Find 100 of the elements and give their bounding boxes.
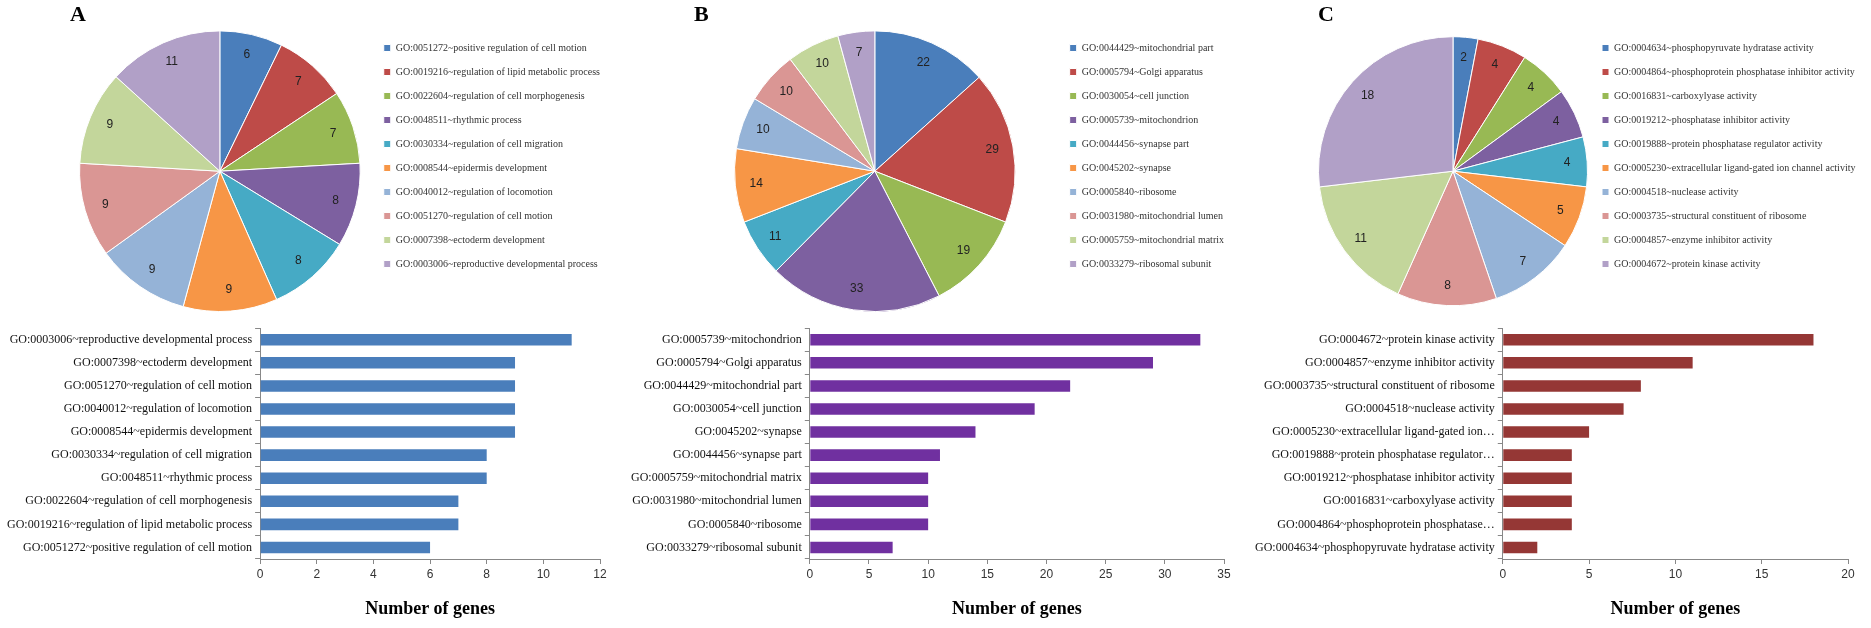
bar — [1503, 333, 1814, 346]
chart-title: C — [1318, 0, 1334, 26]
x-tick-label: 5 — [1585, 566, 1593, 581]
bar — [1503, 541, 1538, 554]
y-tick-label: GO:0005759~mitochondrial matrix — [630, 470, 802, 485]
x-tick-label: 8 — [483, 566, 491, 581]
bar — [1503, 426, 1590, 438]
data-label: 10 — [815, 56, 830, 71]
x-tick-label: 0 — [256, 566, 264, 581]
legend-label: GO:0048511~rhythmic process — [395, 113, 522, 125]
chart-title: A — [70, 0, 86, 26]
legend-label: GO:0044456~synapse part — [1081, 137, 1190, 149]
data-label: 9 — [106, 117, 114, 132]
bar — [260, 541, 431, 554]
x-axis-title: Number of genes — [365, 597, 495, 618]
data-label: 33 — [850, 281, 864, 296]
y-tick-label: GO:0005794~Golgi apparatus — [656, 354, 803, 369]
legend-label: GO:0004634~phosphopyruvate hydratase activity — [1614, 41, 1814, 53]
x-tick-label: 15 — [980, 566, 995, 581]
data-label: 29 — [985, 142, 1000, 157]
bar — [810, 357, 1153, 369]
data-label: 18 — [1360, 87, 1375, 102]
x-tick-label: 10 — [921, 566, 936, 581]
legend-label: GO:0051272~positive regulation of cell motion — [395, 41, 587, 53]
bar — [1503, 495, 1572, 508]
y-tick-label: GO:0051270~regulation of cell motion — [63, 378, 253, 393]
legend-label: GO:0019888~protein phosphatase regulator activity — [1614, 137, 1823, 149]
data-label: 7 — [329, 125, 337, 140]
bar — [810, 380, 1071, 392]
bar — [1503, 449, 1572, 461]
bar — [810, 426, 976, 438]
data-label: 9 — [225, 282, 233, 297]
data-label: 4 — [1552, 114, 1560, 129]
x-tick-label: 5 — [865, 566, 873, 581]
data-label: 5 — [1556, 202, 1564, 217]
legend-label: GO:0007398~ectoderm development — [395, 233, 545, 245]
y-tick-label: GO:0008544~epidermis development — [70, 424, 253, 439]
legend-label: GO:0051270~regulation of cell motion — [395, 209, 553, 221]
data-label: 8 — [332, 192, 340, 207]
legend-label: GO:0044429~mitochondrial part — [1081, 41, 1214, 53]
data-label: 7 — [855, 45, 863, 60]
x-tick-label: 0 — [806, 566, 814, 581]
data-label: 7 — [1519, 254, 1527, 269]
bar — [810, 403, 1035, 415]
bar — [1503, 380, 1641, 392]
y-tick-label: GO:0044429~mitochondrial part — [643, 378, 803, 393]
y-tick-label: GO:0030054~cell junction — [672, 401, 802, 416]
y-tick-label: GO:0004634~phosphopyruvate hydratase activity — [1255, 539, 1495, 554]
y-tick-label: GO:0004672~protein kinase activity — [1318, 331, 1495, 346]
y-tick-label: GO:0045202~synapse — [694, 424, 802, 439]
y-tick-label: GO:0019212~phosphatase inhibitor activity — [1283, 470, 1495, 485]
x-tick-label: 10 — [536, 566, 551, 581]
legend-label: GO:0030054~cell junction — [1081, 89, 1190, 101]
legend-label: GO:0004864~phosphoprotein phosphatase inhibitor activity — [1614, 65, 1855, 77]
y-tick-label: GO:0019216~regulation of lipid metabolic process — [7, 516, 253, 531]
data-label: 11 — [1354, 231, 1368, 246]
y-tick-label: GO:0004518~nuclease activity — [1345, 401, 1495, 416]
y-tick-label: GO:0005739~mitochondrion — [661, 331, 802, 346]
legend-label: GO:0005759~mitochondrial matrix — [1081, 233, 1225, 245]
legend-label: GO:0031980~mitochondrial lumen — [1081, 209, 1223, 221]
x-tick-label: 15 — [1755, 566, 1769, 581]
legend-label: GO:0030334~regulation of cell migration — [395, 137, 564, 149]
y-tick-label: GO:0016831~carboxylyase activity — [1323, 493, 1495, 508]
y-tick-label: GO:0019888~protein phosphatase regulator… — [1271, 447, 1495, 462]
x-axis-title: Number of genes — [1610, 597, 1741, 618]
bar — [810, 495, 929, 508]
y-tick-label: GO:0003735~structural constituent of ribosome — [1263, 378, 1495, 393]
data-label: 2 — [1460, 49, 1468, 64]
y-tick-label: GO:0005840~ribosome — [687, 516, 802, 531]
bar — [810, 333, 1201, 346]
data-label: 10 — [756, 122, 770, 137]
bar — [260, 380, 516, 392]
legend-label: GO:0005739~mitochondrion — [1081, 113, 1199, 125]
y-tick-label: GO:0004857~enzyme inhibitor activity — [1304, 354, 1495, 369]
bar — [810, 449, 940, 461]
bar — [810, 541, 893, 554]
data-label: 8 — [295, 253, 303, 268]
y-tick-label: GO:0048511~rhythmic process — [101, 470, 253, 485]
data-label: 6 — [243, 47, 251, 62]
y-tick-label: GO:0031980~mitochondrial lumen — [632, 493, 802, 508]
legend-label: GO:0004857~enzyme inhibitor activity — [1614, 233, 1773, 245]
y-tick-label: GO:0004864~phosphoprotein phosphatase… — [1277, 516, 1495, 531]
bar — [1503, 472, 1572, 484]
x-tick-label: 10 — [1668, 566, 1683, 581]
legend-label: GO:0019212~phosphatase inhibitor activity — [1614, 113, 1790, 125]
data-label: 8 — [1444, 277, 1452, 292]
data-label: 4 — [1563, 155, 1571, 170]
x-tick-label: 4 — [370, 566, 378, 581]
data-label: 11 — [165, 54, 179, 69]
bar — [1503, 357, 1693, 369]
legend-label: GO:0003735~structural constituent of ribosome — [1614, 209, 1807, 221]
bar — [260, 426, 516, 438]
bar — [260, 333, 572, 346]
bar — [810, 472, 929, 484]
y-tick-label: GO:0044456~synapse part — [672, 447, 803, 462]
bar — [260, 449, 487, 461]
x-tick-label: 20 — [1841, 566, 1855, 581]
y-tick-label: GO:0030334~regulation of cell migration — [51, 447, 253, 462]
legend-label: GO:0004518~nuclease activity — [1614, 185, 1739, 197]
bar — [260, 495, 459, 508]
